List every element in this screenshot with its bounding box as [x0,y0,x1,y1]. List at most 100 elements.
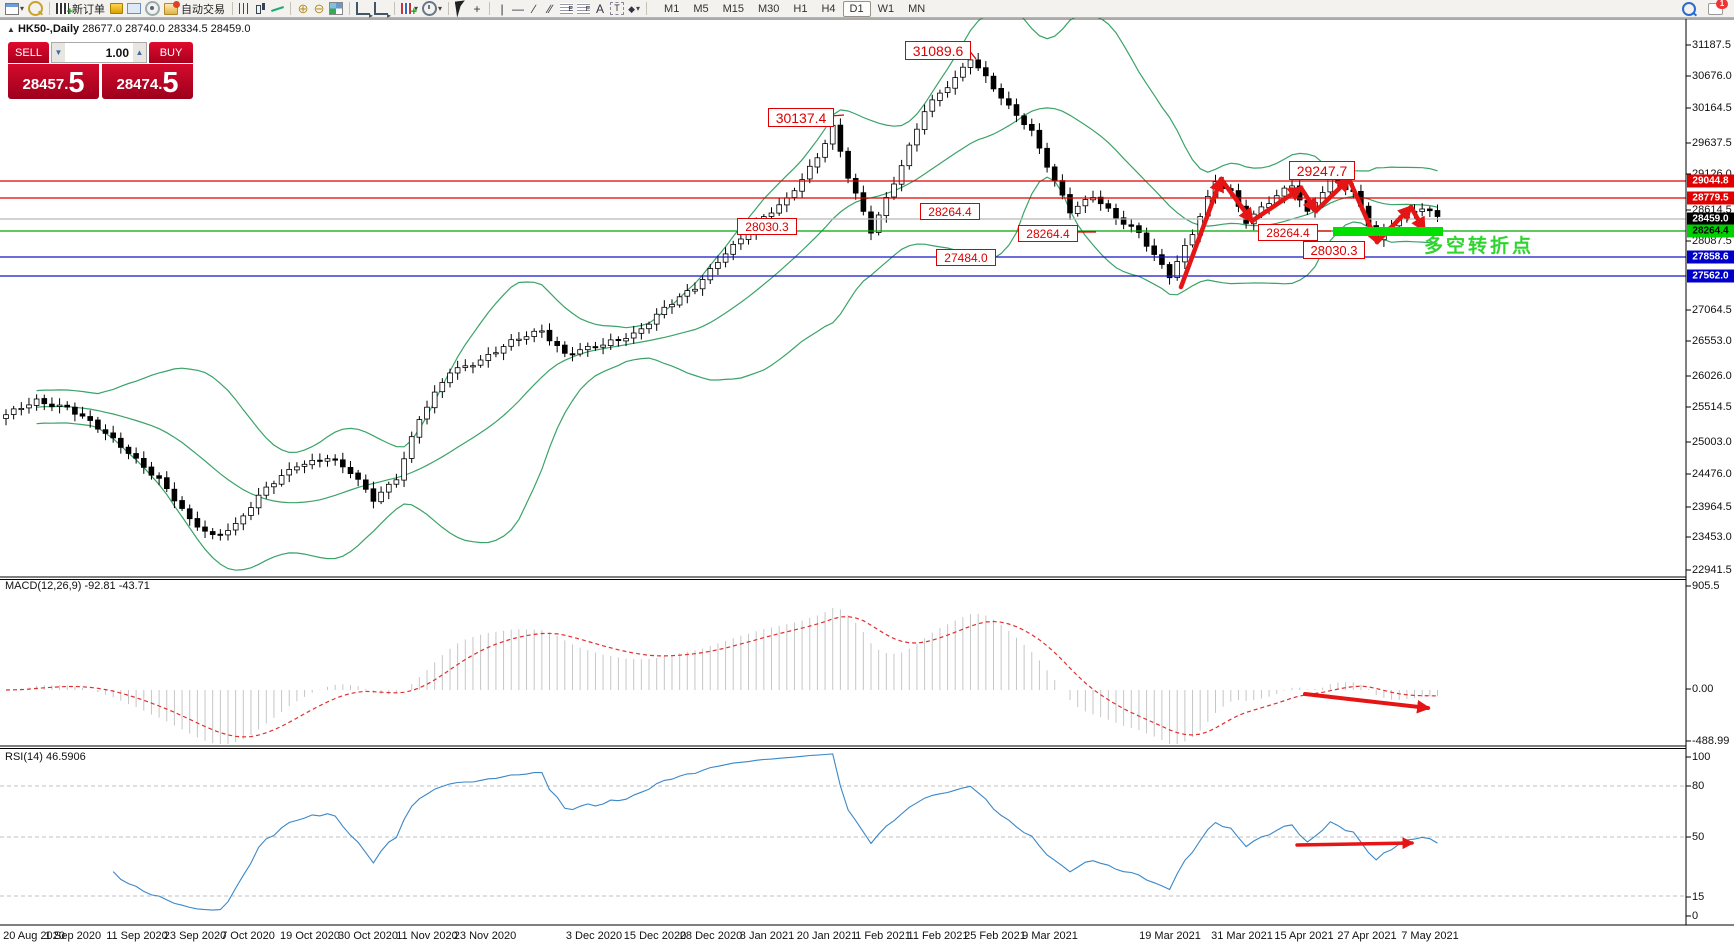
date-tick-label[interactable]: 19 Mar 2021 [1139,930,1201,942]
timeframe-button-d1[interactable]: D1 [842,0,871,17]
text-tool-icon[interactable]: A [596,1,605,16]
rsi-tick-label: 100 [1692,751,1711,763]
line-chart-icon[interactable] [269,1,286,17]
shapes-tool-icon[interactable]: ◆ ▾ [628,3,641,14]
volume-stepper: ▼ 1.00 ▲ [51,42,147,63]
date-tick-label[interactable]: 15 Dec 2020 [623,930,687,942]
fibonacci-tool-icon[interactable]: E [558,1,575,17]
date-tick-label[interactable]: 20 Jan 2021 [796,930,858,942]
buy-button[interactable]: BUY [149,42,193,63]
date-tick-label[interactable]: 11 Sep 2020 [106,930,168,942]
chart-window-icon[interactable]: ▾ [3,1,26,17]
price-annotation-box[interactable]: 28264.4 [1258,224,1318,241]
zoom-in-icon[interactable]: ⊕ [297,1,309,16]
channel-tool-icon[interactable]: ∕∕ [548,1,553,16]
date-tick-label[interactable]: 11 Nov 2020 [396,930,458,942]
macd-histogram [13,608,1438,744]
trend-zigzag-arrow [1298,185,1319,214]
macd-tick-label: -488.99 [1692,735,1730,747]
notifications-icon[interactable]: 1 [1698,0,1731,17]
price-annotation-box[interactable]: 31089.6 [905,41,971,60]
timeframe-button-m15[interactable]: M15 [722,2,745,15]
date-tick-label[interactable]: 8 Jan 2021 [739,930,795,942]
date-tick-label[interactable]: 23 Sep 2020 [163,930,227,942]
date-tick-label[interactable]: 7 Oct 2020 [221,930,275,942]
date-tick-label[interactable]: 20 Aug 2020 [3,930,65,942]
price-annotation-box[interactable]: 29247.7 [1289,161,1355,180]
zoom-out-icon[interactable]: ⊖ [313,1,325,16]
mailbox-icon[interactable] [125,1,143,17]
ohlc-low: 28334.5 [167,23,208,35]
new-order-label[interactable]: 新订单 [72,3,106,16]
volume-increase-button[interactable]: ▲ [133,43,146,62]
date-tick-label[interactable]: 9 Mar 2021 [1022,930,1078,942]
date-tick-label[interactable]: 11 Feb 2021 [907,930,969,942]
signal-icon[interactable] [143,1,162,17]
price-tick-label: 31187.5 [1692,39,1731,51]
market-watch-icon[interactable] [108,1,125,17]
timeframe-button-h1[interactable]: H1 [793,2,808,15]
timeframe-button-m30[interactable]: M30 [758,2,780,15]
rsi-label: RSI(14) 46.5906 [5,751,86,763]
date-tick-label[interactable]: 27 Apr 2021 [1337,930,1397,942]
trend-zigzag-arrow [1313,176,1352,214]
price-annotation-box[interactable]: 28264.4 [1018,225,1078,242]
date-tick-label[interactable]: 3 Dec 2020 [565,930,623,942]
vertical-line-tool-icon[interactable]: | [500,1,504,16]
price-annotation-box[interactable]: 30137.4 [768,108,834,127]
trend-zigzag-arrow [1408,204,1427,233]
timeframe-button-w1[interactable]: W1 [877,2,895,15]
date-tick-label[interactable]: 19 Oct 2020 [280,930,340,942]
tile-windows-icon[interactable] [327,1,345,17]
price-annotation-box[interactable]: 27484.0 [936,249,996,266]
trendline-tool-icon[interactable]: ∕ [533,1,536,16]
date-tick-label[interactable]: 28 Dec 2020 [679,930,743,942]
collapse-arrow-icon[interactable]: ▲ [7,25,15,34]
zoom-window-icon[interactable] [26,1,45,17]
timeframe-button-mn[interactable]: MN [908,2,926,15]
date-tick-label[interactable]: 7 May 2021 [1401,930,1459,942]
periods-clock-icon[interactable]: ▾ [420,1,444,17]
chart-title-bar: ▲ HK50-,Daily 28677.0 28740.0 28334.5 28… [7,23,250,35]
timeframe-button-m5[interactable]: M5 [693,2,709,15]
date-tick-label[interactable]: 15 Apr 2021 [1274,930,1334,942]
volume-input[interactable]: 1.00 [105,45,129,60]
buy-price-display[interactable]: 28474. 5 [102,64,193,99]
price-annotation-box[interactable]: 28264.4 [920,203,980,220]
auto-trading-label[interactable]: 自动交易 [181,3,226,16]
date-tick-label[interactable]: 23 Nov 2020 [453,930,517,942]
search-icon[interactable] [1680,1,1698,17]
crosshair-tool-icon[interactable]: + [473,1,481,16]
date-tick-label[interactable]: 31 Mar 2021 [1211,930,1273,942]
candlestick-chart-icon[interactable] [253,1,269,17]
price-tick-label: 22941.5 [1692,564,1732,576]
date-tick-label[interactable]: 1 Feb 2021 [855,930,911,942]
timeframe-button-h4[interactable]: H4 [821,2,836,15]
ohlc-open: 28677.0 [82,23,122,35]
bar-chart-icon[interactable] [237,1,253,17]
date-tick-label[interactable]: 30 Oct 2020 [338,930,398,942]
cursor-tool-icon[interactable] [453,0,469,18]
rsi-tick-label: 50 [1692,831,1705,843]
trend-note-text: 多空转折点 [1424,236,1535,257]
auto-trading-icon[interactable] [162,0,181,17]
indicators-icon[interactable]: + ▾ [399,1,420,18]
horizontal-line-tool-icon[interactable]: — [512,1,525,16]
auto-scroll-icon[interactable] [354,1,373,20]
date-tick-label[interactable]: 1 Sep 2020 [44,930,102,942]
price-tick-label: 26553.0 [1692,335,1732,347]
date-tick-label[interactable]: 25 Feb 2021 [964,930,1026,942]
price-annotation-box[interactable]: 28030.3 [1303,241,1365,259]
chart-shift-icon[interactable] [372,1,391,20]
text-label-tool-icon[interactable]: T [608,1,626,17]
rsi-trend-arrow [1295,837,1415,850]
volume-decrease-button[interactable]: ▼ [52,43,65,62]
new-order-icon[interactable]: + [54,1,73,18]
timeframe-button-m1[interactable]: M1 [664,2,680,15]
sell-price-display[interactable]: 28457. 5 [8,64,99,99]
fibonacci-fan-tool-icon[interactable]: F [575,1,592,17]
price-annotation-box[interactable]: 28030.3 [737,218,797,235]
sell-button[interactable]: SELL [8,42,49,63]
